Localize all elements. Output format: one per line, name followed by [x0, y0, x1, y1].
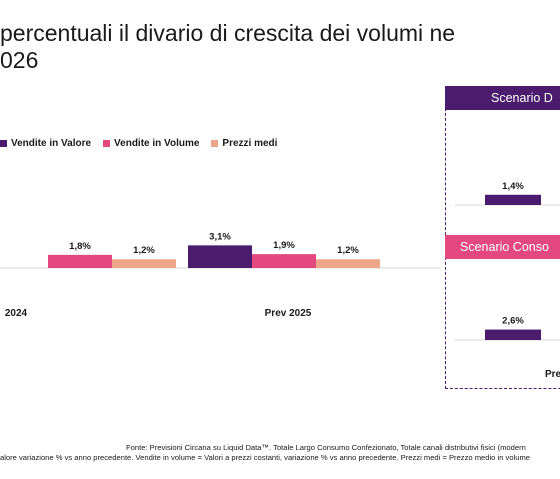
bar-2024-series-2	[112, 259, 176, 268]
x-tick-label-scenario-bottom: Pre	[545, 369, 560, 380]
data-label-scenario-top-series-0: 1,4%	[502, 181, 524, 192]
data-label-prev-2025-series-2: 1,2%	[337, 245, 359, 256]
bar-prev-2025-series-0	[188, 245, 252, 268]
legend-swatch-prezzi	[211, 140, 219, 147]
scenario-header-bottom: Scenario Conso	[445, 235, 560, 259]
data-label-prev-2025-series-0: 3,1%	[209, 231, 231, 242]
x-tick-label-0: 2024	[5, 308, 28, 319]
data-label-2024-series-2: 1,2%	[133, 245, 155, 256]
legend-swatch-valore	[0, 140, 7, 147]
data-label-scenario-bottom-series-0: 2,6%	[502, 316, 524, 327]
bar-prev-2025-series-2	[316, 259, 380, 268]
chart-title-line-2: 026	[0, 47, 39, 73]
legend-swatch-volume	[103, 140, 111, 147]
scenario-header-top: Scenario D	[445, 86, 560, 110]
legend-item-prezzi: Prezzi medi	[211, 138, 277, 149]
legend-label-prezzi: Prezzi medi	[222, 138, 278, 149]
legend-label-valore: Vendite in Valore	[11, 138, 92, 149]
data-label-2024-series-1: 1,8%	[69, 241, 91, 252]
x-tick-label-1: Prev 2025	[265, 308, 312, 319]
legend: Vendite in Valore Vendite in Volume Prez…	[0, 138, 277, 149]
bar-2024-series-1	[48, 254, 112, 268]
bar-prev-2025-series-1	[252, 254, 316, 268]
legend-label-volume: Vendite in Volume	[114, 138, 200, 149]
chart-title-line-1: percentuali il divario di crescita dei v…	[0, 20, 456, 46]
chart-title: percentuali il divario di crescita dei v…	[0, 20, 455, 74]
data-label-prev-2025-series-1: 1,9%	[273, 240, 295, 251]
legend-item-volume: Vendite in Volume	[103, 138, 199, 149]
footer-line-2: alore variazione % vs anno precedente. V…	[0, 453, 531, 462]
legend-item-valore: Vendite in Valore	[0, 138, 91, 149]
bar-scenario-top-series-0	[485, 194, 541, 205]
footer-line-1: Fonte: Previsioni Circana su Liquid Data…	[126, 443, 526, 452]
bar-scenario-bottom-series-0	[485, 329, 541, 340]
